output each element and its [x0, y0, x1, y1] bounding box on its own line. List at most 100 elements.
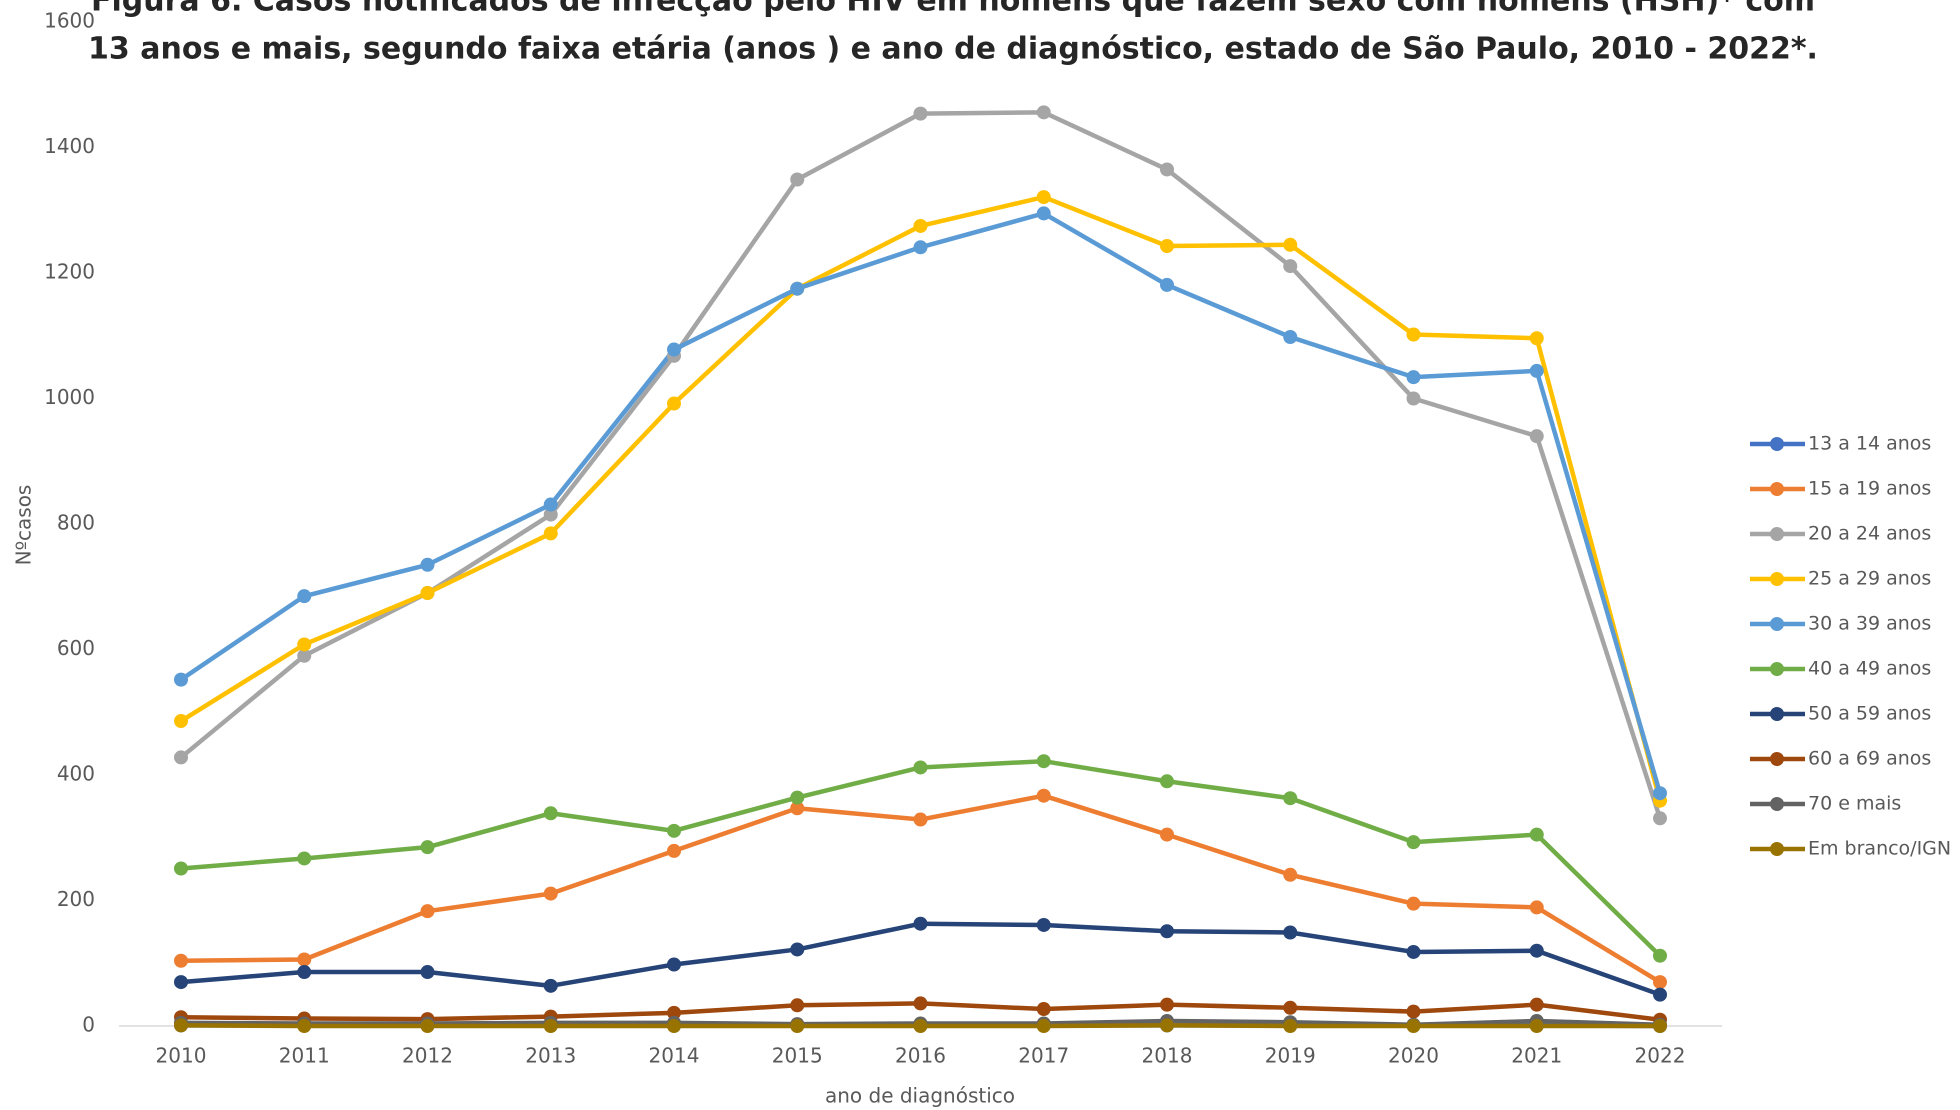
data-point — [543, 978, 558, 993]
data-point — [420, 904, 435, 919]
data-point — [1529, 997, 1544, 1012]
data-point — [790, 281, 805, 296]
data-point — [297, 1019, 312, 1033]
series-line — [179, 211, 1663, 794]
y-tick-label: 1400 — [44, 134, 95, 158]
data-point — [1653, 987, 1667, 1002]
data-point — [667, 843, 681, 858]
x-tick-label: 2010 — [156, 1044, 207, 1068]
data-point — [1406, 944, 1421, 959]
data-point — [790, 790, 805, 805]
data-point — [543, 526, 558, 541]
data-point — [174, 672, 188, 687]
data-point — [174, 750, 188, 765]
y-tick-label: 800 — [57, 511, 95, 535]
y-axis-label: Nºcasos — [12, 485, 36, 566]
data-point — [174, 1018, 188, 1033]
data-point — [790, 172, 805, 187]
x-tick-label: 2021 — [1511, 1044, 1562, 1068]
data-point — [1160, 162, 1174, 177]
data-point — [1160, 239, 1174, 254]
data-point — [1160, 774, 1174, 789]
data-point — [1036, 206, 1051, 221]
data-point — [1283, 1000, 1298, 1015]
x-tick-label: 2011 — [279, 1044, 330, 1068]
data-point — [1406, 391, 1421, 406]
legend: 13 a 14 anos 15 a 19 anos 20 a 24 anos 25 a… — [1750, 433, 1951, 860]
legend-label: 15 a 19 anos — [1808, 478, 1931, 500]
x-axis-label: ano de diagnóstico — [825, 1084, 1015, 1108]
series-line — [179, 194, 1663, 802]
legend-label: 25 a 29 anos — [1808, 568, 1931, 590]
legend-label: Em branco/IGN — [1808, 838, 1951, 860]
data-point — [1653, 948, 1667, 963]
legend-label: 13 a 14 anos — [1808, 433, 1931, 455]
y-tick-label: 0 — [82, 1013, 95, 1037]
legend-label: 30 a 39 anos — [1808, 613, 1931, 635]
data-point — [1529, 331, 1544, 346]
data-point — [1036, 190, 1051, 205]
data-point — [543, 1019, 558, 1033]
data-point — [420, 1019, 435, 1033]
data-point — [1529, 900, 1544, 915]
data-point — [1406, 1019, 1421, 1033]
data-point — [913, 760, 928, 775]
series-line — [179, 110, 1663, 819]
x-tick-label: 2018 — [1142, 1044, 1193, 1068]
data-point — [1036, 754, 1051, 769]
data-point — [297, 952, 312, 967]
data-point — [420, 965, 435, 980]
y-tick-label: 400 — [57, 762, 95, 786]
x-tick-label: 2017 — [1018, 1044, 1069, 1068]
chart-title: Figura 6. Casos notificados de infecção … — [91, 0, 1815, 19]
data-point — [297, 851, 312, 866]
data-point — [1406, 370, 1421, 385]
data-point — [1653, 975, 1667, 990]
data-point — [297, 637, 312, 652]
legend-marker — [1770, 752, 1784, 766]
legend-marker — [1770, 527, 1784, 541]
data-point — [1406, 1004, 1421, 1019]
data-point — [1406, 327, 1421, 342]
y-tick-label: 1000 — [44, 385, 95, 409]
data-point — [174, 975, 188, 990]
data-point — [1406, 835, 1421, 850]
data-point — [1406, 896, 1421, 911]
legend-label: 60 a 69 anos — [1808, 748, 1931, 770]
legend-marker — [1770, 437, 1784, 451]
legend-label: 70 e mais — [1808, 793, 1901, 815]
legend-marker — [1770, 707, 1784, 721]
legend-marker — [1770, 572, 1784, 586]
data-point — [1036, 105, 1051, 120]
y-tick-label: 200 — [57, 887, 95, 911]
legend-marker — [1770, 482, 1784, 496]
data-point — [1653, 786, 1667, 801]
data-point — [1160, 924, 1174, 939]
data-point — [543, 806, 558, 821]
data-point — [913, 106, 928, 121]
data-point — [543, 886, 558, 901]
x-tick-label: 2013 — [525, 1044, 576, 1068]
data-point — [1283, 1019, 1298, 1033]
data-point — [1036, 788, 1051, 803]
data-point — [1160, 827, 1174, 842]
data-point — [913, 240, 928, 255]
x-tick-label: 2020 — [1388, 1044, 1439, 1068]
legend-label: 20 a 24 anos — [1808, 523, 1931, 545]
legend-label: 50 a 59 anos — [1808, 703, 1931, 725]
data-point — [174, 861, 188, 876]
data-point — [790, 998, 805, 1013]
data-point — [297, 589, 312, 604]
data-point — [790, 1019, 805, 1033]
data-point — [1529, 827, 1544, 842]
legend-label: 40 a 49 anos — [1808, 658, 1931, 680]
data-point — [174, 953, 188, 968]
legend-marker — [1770, 617, 1784, 631]
data-point — [1529, 363, 1544, 378]
data-point — [667, 1005, 681, 1020]
data-point — [420, 557, 435, 572]
legend-marker — [1770, 797, 1784, 811]
data-point — [1283, 259, 1298, 274]
data-point — [420, 586, 435, 601]
